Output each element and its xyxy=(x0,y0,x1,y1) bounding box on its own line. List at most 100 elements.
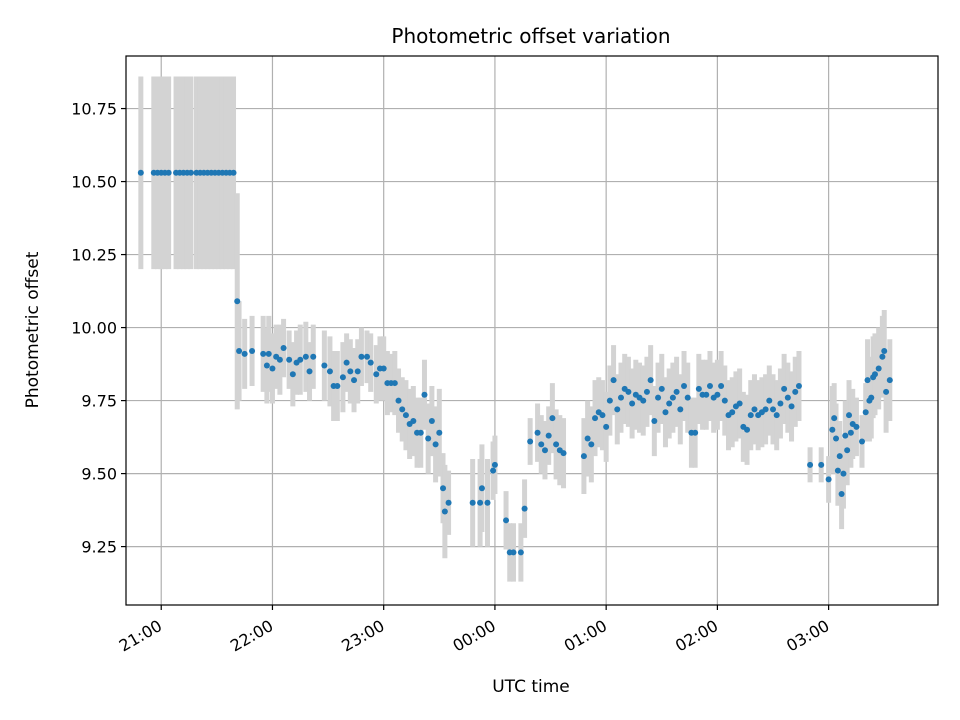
data-point xyxy=(744,426,751,433)
data-point xyxy=(445,499,452,506)
data-point xyxy=(773,412,780,419)
data-point xyxy=(354,368,361,375)
data-point xyxy=(402,412,409,419)
data-point xyxy=(491,461,498,468)
data-point xyxy=(165,169,172,176)
data-point xyxy=(729,409,736,416)
data-point xyxy=(886,377,893,384)
data-point xyxy=(241,350,248,357)
data-point xyxy=(658,385,665,392)
x-axis: 21:00 22:00 23:00 00:00 01:00 02:00 03:00 xyxy=(116,605,833,656)
data-point xyxy=(534,429,541,436)
data-point xyxy=(614,406,621,413)
data-point xyxy=(606,397,613,404)
data-point xyxy=(592,415,599,422)
data-point xyxy=(625,388,632,395)
chart-title: Photometric offset variation xyxy=(391,24,670,48)
data-point xyxy=(425,435,432,442)
data-point xyxy=(351,377,358,384)
data-point xyxy=(871,371,878,378)
data-point xyxy=(580,453,587,460)
data-point xyxy=(510,549,517,556)
data-point xyxy=(647,377,654,384)
data-point xyxy=(651,418,658,425)
data-point xyxy=(395,397,402,404)
data-point xyxy=(766,397,773,404)
data-point xyxy=(428,418,435,425)
data-point xyxy=(818,461,825,468)
data-point xyxy=(718,382,725,389)
data-point xyxy=(343,359,350,366)
plot-frame xyxy=(125,55,939,606)
data-point xyxy=(842,432,849,439)
data-point xyxy=(560,450,567,457)
data-point xyxy=(297,356,304,363)
data-point xyxy=(747,412,754,419)
data-point xyxy=(187,169,194,176)
y-tick-label: 10.00 xyxy=(71,319,117,338)
data-point xyxy=(784,394,791,401)
data-point xyxy=(714,391,721,398)
data-point xyxy=(879,353,886,360)
y-axis: 9.25 9.50 9.75 10.00 10.25 10.50 10.75 xyxy=(71,100,126,557)
data-point xyxy=(770,406,777,413)
data-point xyxy=(846,412,853,419)
data-point xyxy=(364,353,371,360)
data-point xyxy=(792,388,799,395)
data-point xyxy=(862,409,869,416)
data-point xyxy=(265,350,272,357)
data-point xyxy=(310,353,317,360)
data-point xyxy=(853,423,860,430)
data-point xyxy=(541,447,548,454)
data-point xyxy=(669,394,676,401)
data-point xyxy=(875,365,882,372)
data-point xyxy=(553,441,560,448)
data-point xyxy=(847,429,854,436)
data-point xyxy=(137,169,144,176)
y-tick-label: 9.50 xyxy=(81,465,117,484)
data-point xyxy=(260,350,267,357)
data-point xyxy=(521,505,528,512)
data-point xyxy=(358,353,365,360)
data-point xyxy=(545,432,552,439)
y-tick-label: 9.25 xyxy=(81,538,117,557)
data-point xyxy=(681,382,688,389)
data-point xyxy=(503,517,510,524)
data-point xyxy=(538,441,545,448)
data-point xyxy=(269,365,276,372)
data-point xyxy=(868,394,875,401)
data-point xyxy=(829,426,836,433)
data-point xyxy=(788,403,795,410)
data-point xyxy=(391,380,398,387)
data-point xyxy=(440,485,447,492)
data-point xyxy=(410,418,417,425)
data-point xyxy=(286,356,293,363)
x-tick-label: 21:00 xyxy=(116,616,165,656)
data-point xyxy=(399,406,406,413)
data-point xyxy=(666,400,673,407)
data-point xyxy=(469,499,476,506)
data-point xyxy=(629,400,636,407)
data-point xyxy=(684,394,691,401)
data-point xyxy=(249,347,256,354)
data-point xyxy=(599,412,606,419)
x-axis-label: UTC time xyxy=(492,677,570,697)
error-bars xyxy=(138,76,893,582)
data-point xyxy=(655,394,662,401)
data-point xyxy=(692,429,699,436)
data-point xyxy=(484,499,491,506)
y-tick-label: 10.25 xyxy=(71,246,117,265)
data-point xyxy=(477,499,484,506)
data-point xyxy=(840,470,847,477)
data-point xyxy=(834,467,841,474)
data-point xyxy=(836,453,843,460)
grid xyxy=(126,56,938,605)
data-point xyxy=(230,169,237,176)
data-point xyxy=(736,400,743,407)
data-point xyxy=(276,356,283,363)
data-point xyxy=(673,388,680,395)
data-point xyxy=(640,397,647,404)
data-point xyxy=(721,397,728,404)
data-point xyxy=(662,409,669,416)
data-point xyxy=(373,371,380,378)
